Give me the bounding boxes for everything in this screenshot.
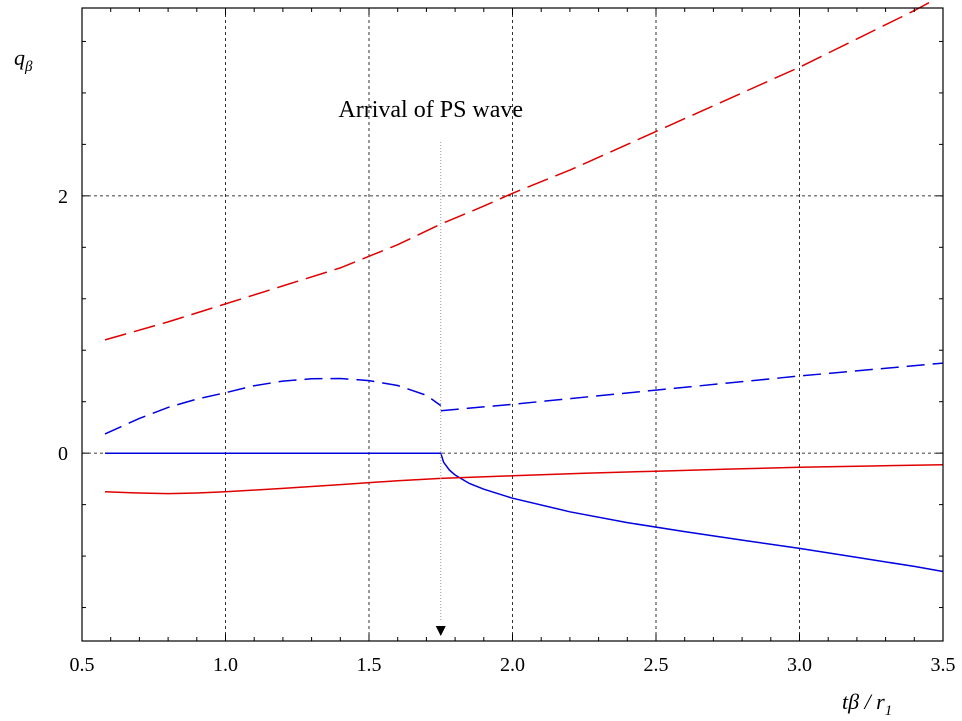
- ps-wave-arrow-icon: [435, 626, 446, 636]
- x-tick-label: 2.5: [644, 654, 669, 676]
- series-line: [104, 0, 936, 341]
- series-line: [104, 463, 944, 495]
- x-tick-labels: 0.5 1.0 1.5 2.0 2.5 3.0 3.5: [70, 654, 956, 676]
- series-line: [440, 362, 944, 412]
- y-axis-label-sub: β: [24, 59, 33, 75]
- y-tick-labels: 02: [58, 186, 68, 465]
- series-lines: [104, 0, 944, 573]
- y-tick-label: 2: [58, 186, 68, 208]
- axis-ticks: [81, 8, 944, 641]
- x-tick-label: 0.5: [70, 654, 95, 676]
- x-axis-label-sub: 1: [885, 703, 893, 719]
- x-tick-label: 1.5: [357, 654, 382, 676]
- x-axis-label-main: tβ / r: [842, 689, 885, 714]
- series-line: [105, 452, 944, 573]
- x-tick-label: 3.5: [931, 654, 956, 676]
- x-axis-label: tβ / r1: [842, 689, 892, 719]
- y-tick-label: 0: [58, 443, 68, 465]
- annotation-text: Arrival of PS wave: [338, 97, 523, 123]
- x-tick-label: 3.0: [787, 654, 812, 676]
- x-tick-label: 2.0: [500, 654, 525, 676]
- y-axis-label-main: q: [14, 45, 25, 70]
- y-axis-label: qβ: [14, 45, 33, 75]
- series-line: [104, 377, 442, 435]
- x-tick-label: 1.0: [213, 654, 238, 676]
